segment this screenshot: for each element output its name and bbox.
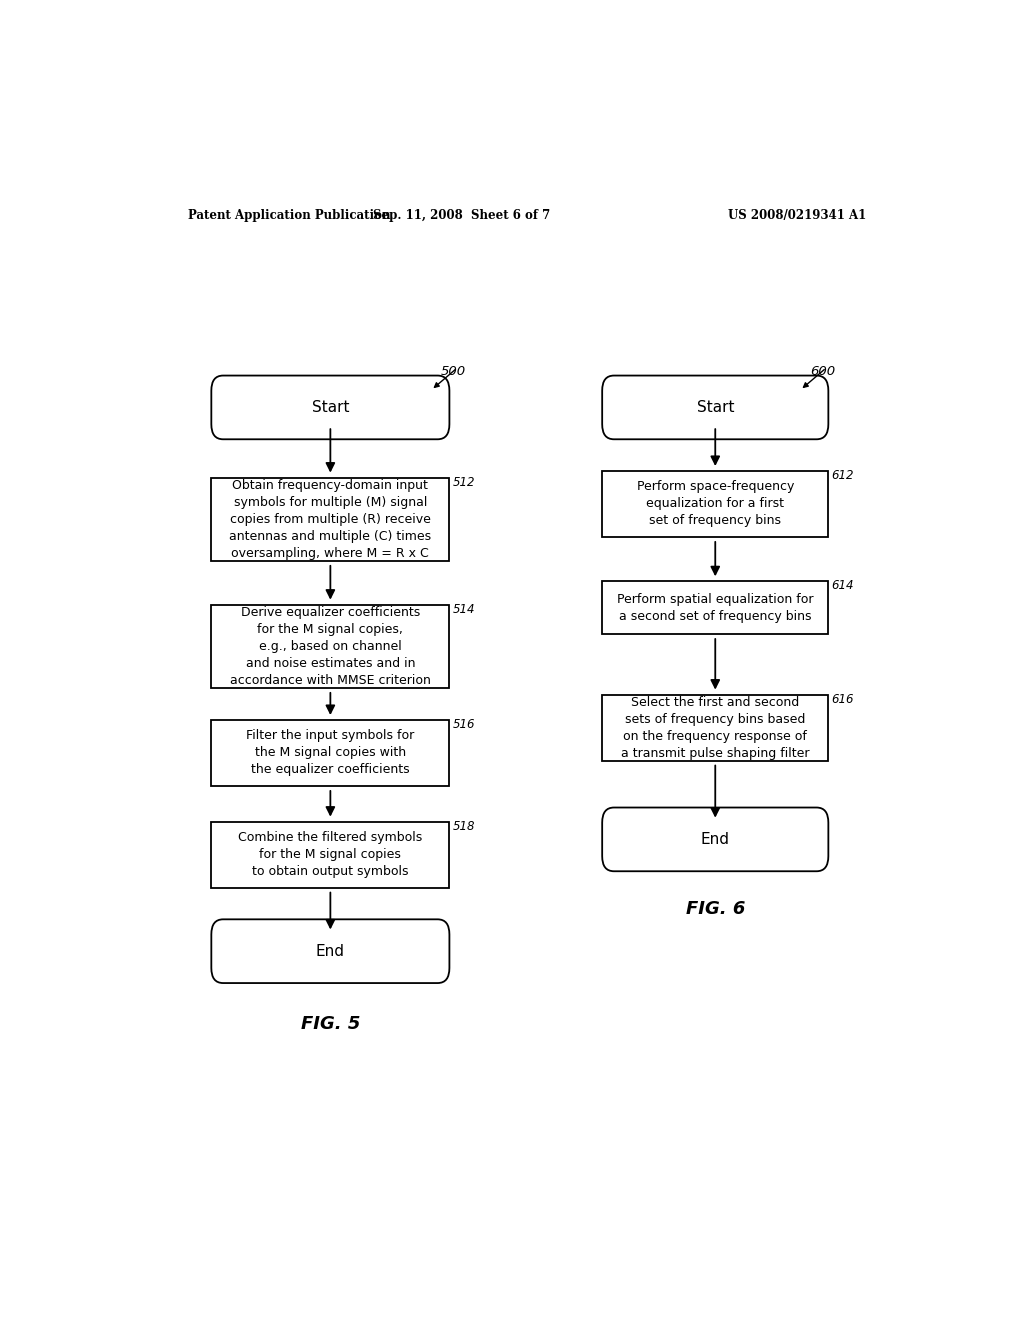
Text: Obtain frequency-domain input
symbols for multiple (M) signal
copies from multip: Obtain frequency-domain input symbols fo… (229, 479, 431, 560)
Text: Combine the filtered symbols
for the M signal copies
to obtain output symbols: Combine the filtered symbols for the M s… (239, 832, 423, 878)
FancyBboxPatch shape (602, 808, 828, 871)
Text: End: End (315, 944, 345, 958)
Text: 612: 612 (831, 469, 854, 482)
Bar (602, 694, 828, 760)
Text: End: End (700, 832, 730, 847)
Text: Start: Start (696, 400, 734, 414)
Text: Patent Application Publication: Patent Application Publication (187, 209, 390, 222)
Text: 516: 516 (453, 718, 475, 731)
Text: 614: 614 (831, 579, 854, 593)
Text: 514: 514 (453, 602, 475, 615)
Text: 518: 518 (453, 820, 475, 833)
Text: Filter the input symbols for
the M signal copies with
the equalizer coefficients: Filter the input symbols for the M signa… (246, 730, 415, 776)
Text: Select the first and second
sets of frequency bins based
on the frequency respon: Select the first and second sets of freq… (621, 696, 810, 759)
FancyBboxPatch shape (602, 376, 828, 440)
Text: Start: Start (311, 400, 349, 414)
Bar (211, 478, 450, 561)
Text: US 2008/0219341 A1: US 2008/0219341 A1 (728, 209, 866, 222)
Bar (602, 471, 828, 537)
Text: Sep. 11, 2008  Sheet 6 of 7: Sep. 11, 2008 Sheet 6 of 7 (373, 209, 550, 222)
Text: Derive equalizer coefficients
for the M signal copies,
e.g., based on channel
an: Derive equalizer coefficients for the M … (230, 606, 431, 686)
Bar (602, 581, 828, 634)
Text: 500: 500 (440, 366, 466, 379)
FancyBboxPatch shape (211, 376, 450, 440)
Text: Perform space-frequency
equalization for a first
set of frequency bins: Perform space-frequency equalization for… (637, 480, 794, 528)
Bar (211, 821, 450, 887)
Text: 512: 512 (453, 475, 475, 488)
Bar (211, 605, 450, 688)
Text: 616: 616 (831, 693, 854, 705)
Bar (211, 719, 450, 785)
Text: FIG. 6: FIG. 6 (686, 899, 744, 917)
Text: FIG. 5: FIG. 5 (301, 1015, 360, 1034)
Text: 600: 600 (810, 366, 835, 379)
FancyBboxPatch shape (211, 919, 450, 983)
Text: Perform spatial equalization for
a second set of frequency bins: Perform spatial equalization for a secon… (617, 593, 813, 623)
